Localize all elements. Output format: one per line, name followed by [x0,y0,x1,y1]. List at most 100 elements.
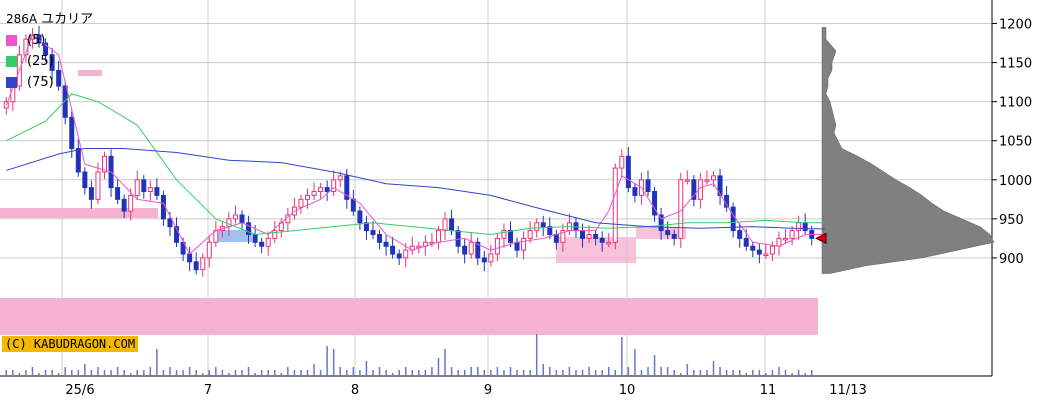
candle-body [783,237,789,241]
candle-body [449,218,455,232]
candle-body [580,230,586,239]
candle-body [789,230,795,239]
candle-body [344,175,350,200]
candle-body [226,218,232,228]
candle-body [252,233,258,243]
candle-body [750,245,756,251]
y-axis-ticks: 900 950 1000 1050 1100 1150 1200 [992,18,1032,267]
candle-body [350,198,356,212]
volume-profile-shape [821,27,995,274]
ticker-title: 286A ユカリア [6,8,93,30]
candle-body [769,245,775,255]
price-zone-band [216,230,252,242]
candle-body [560,230,566,243]
legend-swatch-ma75 [6,77,17,88]
candle-body [62,85,68,118]
candle-body [193,261,199,271]
candle-body [796,222,802,232]
candle-body [121,198,127,212]
legend-swatch-ma25 [6,56,17,67]
y-tick-label: 950 [999,213,1024,228]
candle-body [337,175,343,181]
candle-body [298,198,304,208]
candle-body [743,237,749,247]
x-tick-label: 7 [204,383,212,398]
candle-body [514,241,520,251]
candle-body [730,206,736,232]
candle-body [390,245,396,255]
x-tick-label: 8 [351,383,359,398]
legend-swatch-ma5 [6,35,17,46]
ma-line-ma75 [6,148,825,230]
candle-body [331,179,337,193]
candle-body [606,241,612,245]
candle-body [652,191,658,216]
candle-body [160,194,166,220]
candle-body [671,233,677,239]
candle-body [370,230,376,235]
credit-label: (C) KABUDRAGON.COM [2,336,139,352]
candle-body [737,230,743,239]
candle-body [521,237,527,251]
candle-body [324,187,330,193]
legend-label-ma75: (75) [27,75,54,90]
candle-body [599,237,605,243]
candle-body [586,233,592,239]
candle-body [95,171,101,200]
candle-body [534,222,540,232]
candle-body [665,230,671,235]
candle-body [318,187,324,193]
candle-body [272,230,278,239]
x-tick-label: 11/13 [829,383,866,398]
candle-body [540,222,546,228]
candle-body [501,230,507,239]
candle-body [128,194,134,212]
candle-body [435,230,441,243]
candle-body [56,69,62,87]
candle-body [494,237,500,255]
candle-body [508,230,513,243]
candle-body [756,249,762,255]
x-tick-label: 10 [619,383,636,398]
candle-body [802,222,808,232]
candlesticks [3,25,815,277]
legend-item-ma5: (5) [6,30,93,51]
candle-body [246,222,252,235]
candle-body [174,226,180,243]
y-tick-label: 1200 [999,18,1032,33]
candle-body [645,179,651,193]
candle-body [311,191,317,196]
candle-body [363,222,369,232]
x-tick-label: 11 [760,383,777,398]
candle-body [763,253,769,257]
ticker-code: 286A [6,11,38,26]
candle-body [488,253,494,263]
x-tick-label: 9 [484,383,492,398]
candle-body [187,253,193,263]
candle-body [75,148,81,173]
candle-body [396,253,402,259]
volume-profile [821,27,995,274]
candle-body [475,241,481,259]
candle-body [206,241,212,259]
candle-body [553,233,559,243]
candle-body [265,237,271,247]
candle-body [167,218,173,228]
volume-bars [5,334,813,376]
x-tick-label: 25/6 [65,383,94,398]
legend-item-ma25: (25) [6,51,93,72]
candle-body [102,155,107,173]
ma-line-ma5 [5,34,825,255]
candle-body [377,233,383,243]
y-tick-label: 1000 [999,174,1032,189]
candle-body [232,214,238,220]
candle-body [547,226,553,235]
candle-body [239,214,245,224]
candle-body [442,218,448,232]
current-price-marker [815,232,827,245]
y-tick-label: 1050 [999,135,1032,150]
volume-band [0,298,818,335]
candle-body [134,179,140,196]
candle-body [88,187,94,200]
